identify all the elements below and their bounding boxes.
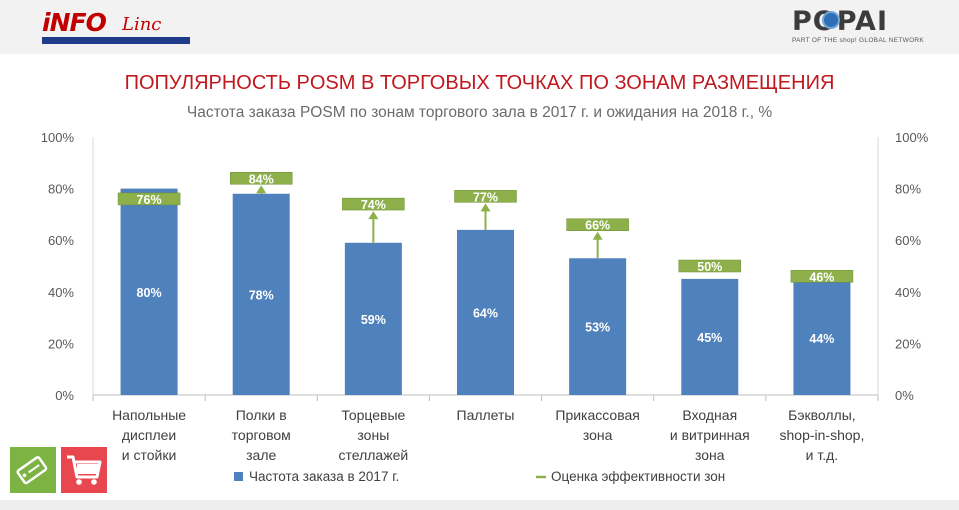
bar	[681, 278, 739, 395]
infoline-logo-strip	[42, 37, 190, 44]
y2-tick-label: 0%	[895, 388, 914, 403]
x-category-label: shop-in-shop,	[780, 427, 865, 443]
efficiency-marker	[678, 259, 742, 273]
y2-tick-label: 80%	[895, 182, 921, 197]
x-category-label: Полки в	[236, 407, 287, 423]
efficiency-marker	[566, 218, 629, 231]
infoline-logo-word: iNFO	[42, 8, 107, 37]
legend-swatch-bars	[234, 472, 243, 481]
x-category-label: Бэкволлы,	[788, 407, 856, 423]
marker-value-label: 77%	[473, 190, 498, 204]
marker-value-label: 84%	[249, 172, 274, 186]
y2-tick-label: 40%	[895, 285, 921, 300]
bar	[344, 242, 402, 395]
bar	[457, 229, 514, 395]
x-category-label: торговом	[232, 427, 291, 443]
x-category-label: зоны	[357, 427, 389, 443]
efficiency-marker	[342, 197, 405, 211]
y-tick-label: 100%	[41, 130, 75, 145]
bar	[569, 258, 627, 395]
bar-value-label: 78%	[249, 288, 274, 302]
x-category-label: и витринная	[670, 427, 750, 443]
chart-title: ПОПУЛЯРНОСТЬ POSM В ТОРГОВЫХ ТОЧКАХ ПО З…	[124, 72, 835, 94]
globe-icon	[822, 11, 840, 29]
efficiency-marker	[454, 190, 517, 203]
header-bar	[0, 0, 959, 54]
x-category-label: зале	[246, 447, 276, 463]
y-tick-label: 40%	[48, 285, 74, 300]
legend-label-bars: Частота заказа в 2017 г.	[249, 469, 399, 484]
efficiency-marker	[229, 172, 293, 185]
footer-bar	[0, 500, 959, 510]
y2-tick-label: 60%	[895, 233, 921, 248]
marker-value-label: 76%	[137, 193, 162, 207]
bar-value-label: 64%	[473, 306, 498, 320]
bar	[232, 193, 290, 395]
x-category-label: стеллажей	[339, 447, 409, 463]
x-category-label: Торцевые	[341, 407, 405, 423]
x-category-label: Прикассовая	[555, 407, 639, 423]
y-tick-label: 0%	[55, 388, 74, 403]
marker-arrow-head	[480, 203, 491, 212]
popai-logo: POPAI PART OF THE shop! GLOBAL NETWORK	[790, 6, 930, 50]
shopping-cart-icon	[61, 447, 107, 493]
legend-label-markers: Оценка эффективности зон	[551, 469, 725, 484]
x-category-label: Входная	[682, 407, 737, 423]
y-tick-label: 80%	[48, 182, 74, 197]
y2-tick-label: 100%	[895, 130, 929, 145]
y2-tick-label: 20%	[895, 336, 921, 351]
marker-arrow-head	[256, 185, 267, 194]
x-category-label: и стойки	[122, 447, 177, 463]
marker-value-label: 46%	[809, 270, 834, 284]
x-category-label: Напольные	[112, 407, 186, 423]
bar-value-label: 80%	[137, 286, 162, 300]
bar-value-label: 59%	[361, 313, 386, 327]
tag-icon	[10, 447, 56, 493]
y-tick-label: 20%	[48, 336, 74, 351]
bar-value-label: 45%	[697, 331, 722, 345]
marker-arrow-head	[592, 231, 603, 240]
infoline-logo: iNFO Linc	[42, 8, 192, 46]
chart-subtitle: Частота заказа POSM по зонам торгового з…	[186, 104, 773, 121]
bar	[793, 281, 851, 395]
efficiency-marker	[117, 192, 181, 206]
bar-value-label: 44%	[809, 332, 834, 346]
y-tick-label: 60%	[48, 233, 74, 248]
x-category-label: зона	[583, 427, 613, 443]
marker-arrow-head	[368, 211, 379, 220]
marker-value-label: 74%	[361, 198, 386, 212]
bar	[120, 188, 178, 395]
bar-value-label: 53%	[585, 321, 610, 335]
infoline-logo-script: Linc	[122, 14, 162, 35]
x-category-label: Паллеты	[457, 407, 515, 423]
marker-value-label: 50%	[697, 260, 722, 274]
x-category-label: зона	[695, 447, 725, 463]
efficiency-marker	[790, 270, 854, 283]
marker-value-label: 66%	[585, 219, 610, 233]
x-category-label: и т.д.	[806, 447, 839, 463]
popai-logo-tagline: PART OF THE shop! GLOBAL NETWORK	[792, 37, 925, 44]
x-category-label: дисплеи	[122, 427, 176, 443]
